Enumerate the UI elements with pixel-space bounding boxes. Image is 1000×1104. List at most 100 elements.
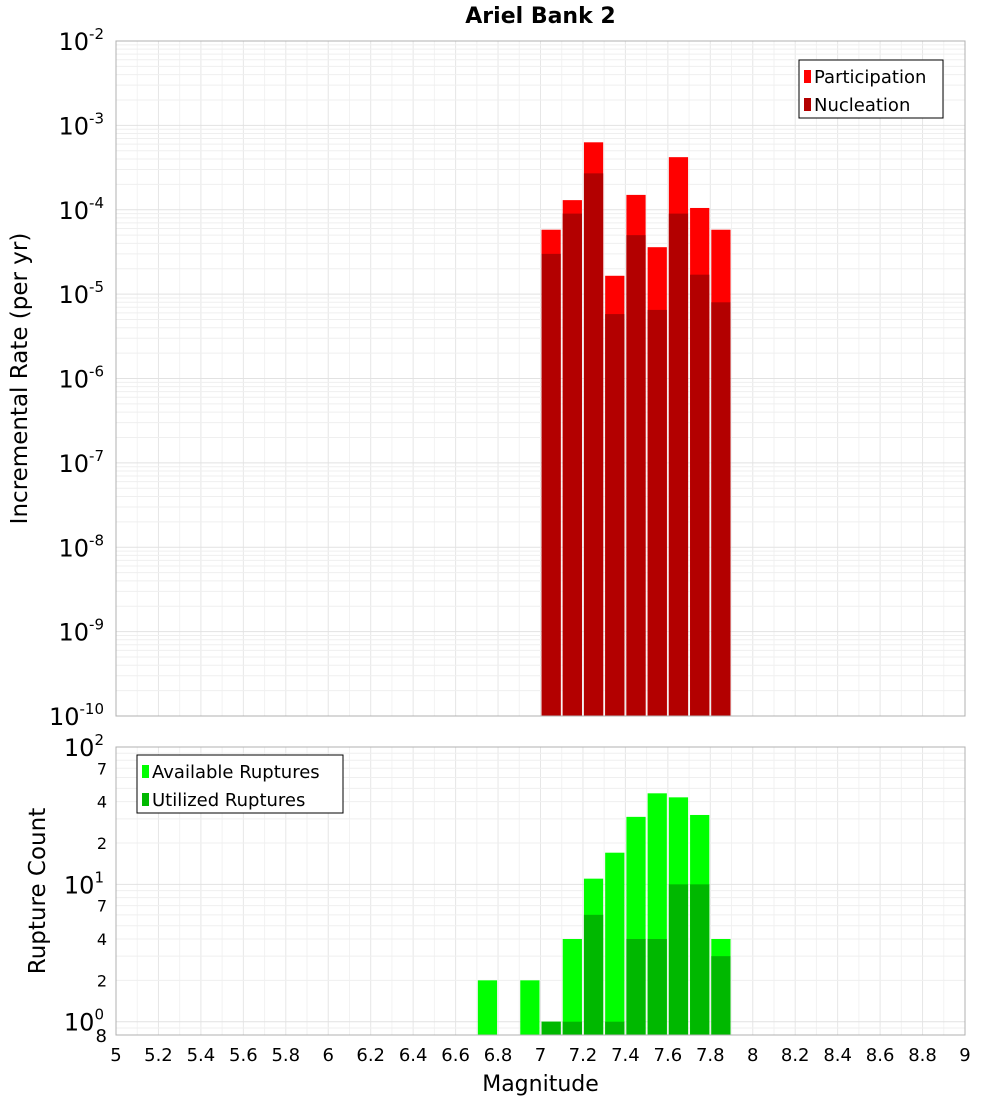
- x-tick-label: 6.6: [441, 1045, 470, 1066]
- y-tick-base: 10: [58, 197, 89, 225]
- y-tick-exponent: -6: [89, 363, 104, 381]
- bar-utilized-ruptures: [647, 939, 667, 1035]
- y-tick-base: 10: [64, 1009, 95, 1037]
- legend-box: [136, 754, 344, 814]
- legend-swatch: [804, 98, 811, 111]
- x-tick-label: 7.2: [569, 1045, 598, 1066]
- legend-box: [798, 59, 944, 119]
- y-tick-exponent: -7: [89, 447, 104, 465]
- bar-nucleation: [541, 253, 561, 716]
- x-tick-label: 6.8: [484, 1045, 513, 1066]
- x-tick-label: 6.2: [356, 1045, 385, 1066]
- y-tick-label: 10-6: [58, 363, 104, 394]
- y-tick-minor-label: 8: [96, 1026, 107, 1047]
- y-tick-exponent: -3: [89, 109, 104, 127]
- bottom-y-axis-label: Rupture Count: [25, 808, 51, 974]
- x-tick-label: 5.4: [187, 1045, 216, 1066]
- y-tick-label: 10-7: [58, 447, 104, 478]
- bottom-legend: Available Ruptures Utilized Ruptures: [136, 754, 344, 814]
- y-tick-base: 10: [58, 366, 89, 394]
- x-tick-label: 7.4: [611, 1045, 640, 1066]
- x-tick-label: 7.6: [654, 1045, 683, 1066]
- y-tick-exponent: -4: [89, 194, 104, 212]
- top-plot-frame: [115, 40, 966, 717]
- y-tick-label: 10-4: [58, 194, 104, 225]
- y-tick-minor-label: 7: [97, 897, 107, 916]
- bar-utilized-ruptures: [541, 1021, 561, 1035]
- bar-nucleation: [711, 302, 731, 716]
- y-tick-label: 100: [64, 1006, 104, 1037]
- y-tick-exponent: 0: [94, 1006, 104, 1024]
- bar-utilized-ruptures: [626, 939, 646, 1035]
- y-tick-base: 10: [58, 450, 89, 478]
- bar-nucleation: [647, 309, 667, 716]
- x-tick-label: 5.8: [271, 1045, 300, 1066]
- y-tick-minor-label: 2: [97, 834, 107, 853]
- bar-nucleation: [562, 213, 582, 717]
- y-tick-exponent: -5: [89, 278, 104, 296]
- y-tick-exponent: -8: [89, 531, 104, 549]
- y-tick-exponent: 2: [94, 731, 104, 749]
- legend-label: Available Ruptures: [152, 762, 320, 783]
- bar-utilized-ruptures: [711, 956, 731, 1035]
- legend-swatch: [142, 793, 149, 806]
- y-tick-base: 10: [58, 28, 89, 56]
- y-tick-minor-label: 7: [97, 759, 107, 778]
- bar-utilized-ruptures: [562, 1021, 582, 1035]
- y-tick-base: 10: [58, 281, 89, 309]
- top-legend: Participation Nucleation: [798, 59, 944, 119]
- top-bars: [541, 142, 731, 717]
- y-tick-label: 10-9: [58, 616, 104, 647]
- y-tick-exponent: -2: [89, 25, 104, 43]
- y-tick-base: 10: [58, 112, 89, 140]
- bar-utilized-ruptures: [668, 884, 689, 1035]
- y-tick-label: 10-10: [49, 700, 104, 731]
- bar-available-ruptures: [520, 980, 540, 1035]
- legend-label: Nucleation: [814, 95, 910, 116]
- x-tick-label: 8.6: [866, 1045, 895, 1066]
- bar-available-ruptures: [605, 852, 625, 1035]
- legend-label: Participation: [814, 67, 926, 88]
- y-tick-minor-label: 4: [97, 930, 107, 949]
- bar-available-ruptures: [562, 939, 582, 1035]
- bottom-plot-frame: [115, 746, 966, 1036]
- y-tick-base: 10: [58, 534, 89, 562]
- bar-nucleation: [626, 235, 646, 716]
- top-y-axis-label: Incremental Rate (per yr): [7, 233, 33, 525]
- y-tick-label: 101: [64, 868, 104, 899]
- x-tick-label: 8.4: [823, 1045, 852, 1066]
- chart-title: Ariel Bank 2: [465, 4, 615, 29]
- y-tick-base: 10: [64, 871, 95, 899]
- y-tick-base: 10: [58, 619, 89, 647]
- y-tick-label: 10-3: [58, 109, 104, 140]
- bar-nucleation: [690, 274, 710, 716]
- x-tick-label: 7: [535, 1045, 546, 1066]
- x-tick-label: 6: [323, 1045, 334, 1066]
- bar-utilized-ruptures: [583, 914, 604, 1035]
- y-tick-label: 10-8: [58, 531, 104, 562]
- y-tick-label: 10-5: [58, 278, 104, 309]
- legend-label: Utilized Ruptures: [152, 790, 305, 811]
- x-tick-label: 8.8: [908, 1045, 937, 1066]
- x-tick-label: 5: [110, 1045, 121, 1066]
- legend-swatch: [804, 70, 811, 83]
- y-tick-exponent: -10: [80, 700, 105, 718]
- bar-available-ruptures: [477, 980, 498, 1035]
- y-tick-label: 102: [64, 731, 104, 762]
- bar-utilized-ruptures: [690, 884, 710, 1035]
- y-tick-base: 10: [64, 734, 95, 762]
- grid-lines: [115, 41, 966, 1036]
- bar-utilized-ruptures: [605, 1021, 625, 1035]
- x-tick-label: 5.6: [229, 1045, 258, 1066]
- bar-nucleation: [583, 173, 604, 716]
- y-tick-base: 10: [49, 703, 80, 731]
- x-tick-label: 5.2: [144, 1045, 173, 1066]
- bar-nucleation: [605, 314, 625, 716]
- x-axis-label: Magnitude: [482, 1072, 599, 1097]
- y-tick-exponent: -9: [89, 616, 104, 634]
- y-tick-label: 10-2: [58, 25, 104, 56]
